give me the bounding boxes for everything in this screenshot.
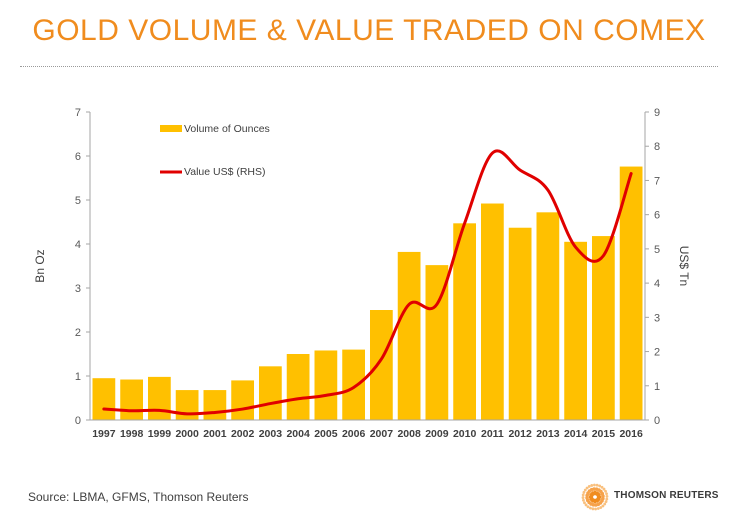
bar-2003 — [258, 366, 282, 420]
left-tick-label: 7 — [75, 107, 81, 119]
right-tick-label: 9 — [654, 107, 660, 119]
x-tick-label: 2011 — [481, 428, 504, 440]
x-tick-label: 2012 — [508, 428, 532, 440]
x-tick-label: 2005 — [314, 428, 338, 440]
page-title: GOLD VOLUME & VALUE TRADED ON COMEX — [32, 14, 706, 47]
left-tick-label: 2 — [75, 327, 81, 339]
bar-2016 — [619, 166, 643, 420]
right-tick-label: 3 — [654, 312, 660, 324]
bar-1999 — [147, 376, 171, 420]
x-tick-label: 1999 — [148, 428, 172, 440]
title-divider — [20, 66, 718, 67]
x-tick-label: 2000 — [175, 428, 199, 440]
x-tick-label: 2016 — [619, 428, 643, 440]
bar-2009 — [425, 265, 449, 420]
bar-2006 — [342, 349, 366, 420]
x-tick-label: 1997 — [92, 428, 116, 440]
y2-axis-title: US$ Tn — [677, 246, 691, 286]
x-tick-label: 2013 — [536, 428, 560, 440]
left-tick-label: 5 — [75, 195, 81, 207]
bar-1998 — [120, 379, 144, 420]
right-tick-label: 4 — [654, 278, 660, 290]
x-tick-label: 2004 — [286, 428, 310, 440]
brand-name: THOMSON REUTERS — [614, 490, 719, 501]
bar-2001 — [203, 390, 227, 420]
bar-2013 — [536, 212, 560, 420]
x-tick-label: 2009 — [425, 428, 449, 440]
right-tick-label: 1 — [654, 381, 660, 393]
legend-label-volume: Volume of Ounces — [184, 123, 270, 135]
right-tick-label: 6 — [654, 210, 660, 222]
x-tick-label: 2003 — [259, 428, 283, 440]
bar-2007 — [369, 310, 393, 420]
bar-2010 — [453, 223, 477, 420]
left-tick-label: 3 — [75, 283, 81, 295]
bar-2014 — [564, 241, 588, 420]
bar-2002 — [231, 380, 255, 420]
bar-2005 — [314, 350, 338, 420]
value-line — [102, 149, 633, 416]
source-note: Source: LBMA, GFMS, Thomson Reuters — [28, 490, 249, 504]
right-tick-label: 2 — [654, 347, 660, 359]
x-tick-label: 2014 — [564, 428, 588, 440]
bar-2011 — [480, 203, 504, 420]
left-tick-label: 0 — [75, 415, 81, 427]
x-tick-label: 1998 — [120, 428, 144, 440]
right-tick-label: 7 — [654, 175, 660, 187]
x-tick-label: 2002 — [231, 428, 255, 440]
right-tick-label: 0 — [654, 415, 660, 427]
bar-2000 — [175, 390, 199, 420]
right-tick-label: 8 — [654, 141, 660, 153]
x-tick-label: 2006 — [342, 428, 366, 440]
bar-2012 — [508, 227, 532, 420]
thomson-reuters-logo-icon — [581, 483, 609, 511]
left-tick-label: 1 — [75, 371, 81, 383]
bar-2004 — [286, 354, 310, 420]
x-tick-label: 2008 — [397, 428, 421, 440]
bar-2008 — [397, 251, 421, 420]
bar-1997 — [92, 378, 116, 420]
x-tick-label: 2001 — [203, 428, 227, 440]
left-tick-label: 4 — [75, 239, 81, 251]
legend-label-value: Value US$ (RHS) — [184, 166, 266, 178]
x-tick-label: 2015 — [592, 428, 616, 440]
legend-swatch-volume — [160, 125, 182, 132]
brand-logo: THOMSON REUTERS — [580, 482, 720, 512]
chart: 0 1 2 3 4 5 6 7 0 1 2 3 4 5 6 7 8 9 1997 1998 1999 2000 2001 20… — [33, 107, 691, 440]
x-tick-label: 2010 — [453, 428, 477, 440]
bar-2015 — [591, 236, 615, 420]
right-tick-label: 5 — [654, 244, 660, 256]
left-tick-label: 6 — [75, 151, 81, 163]
y-axis-title: Bn Oz — [33, 249, 47, 282]
x-tick-label: 2007 — [370, 428, 394, 440]
